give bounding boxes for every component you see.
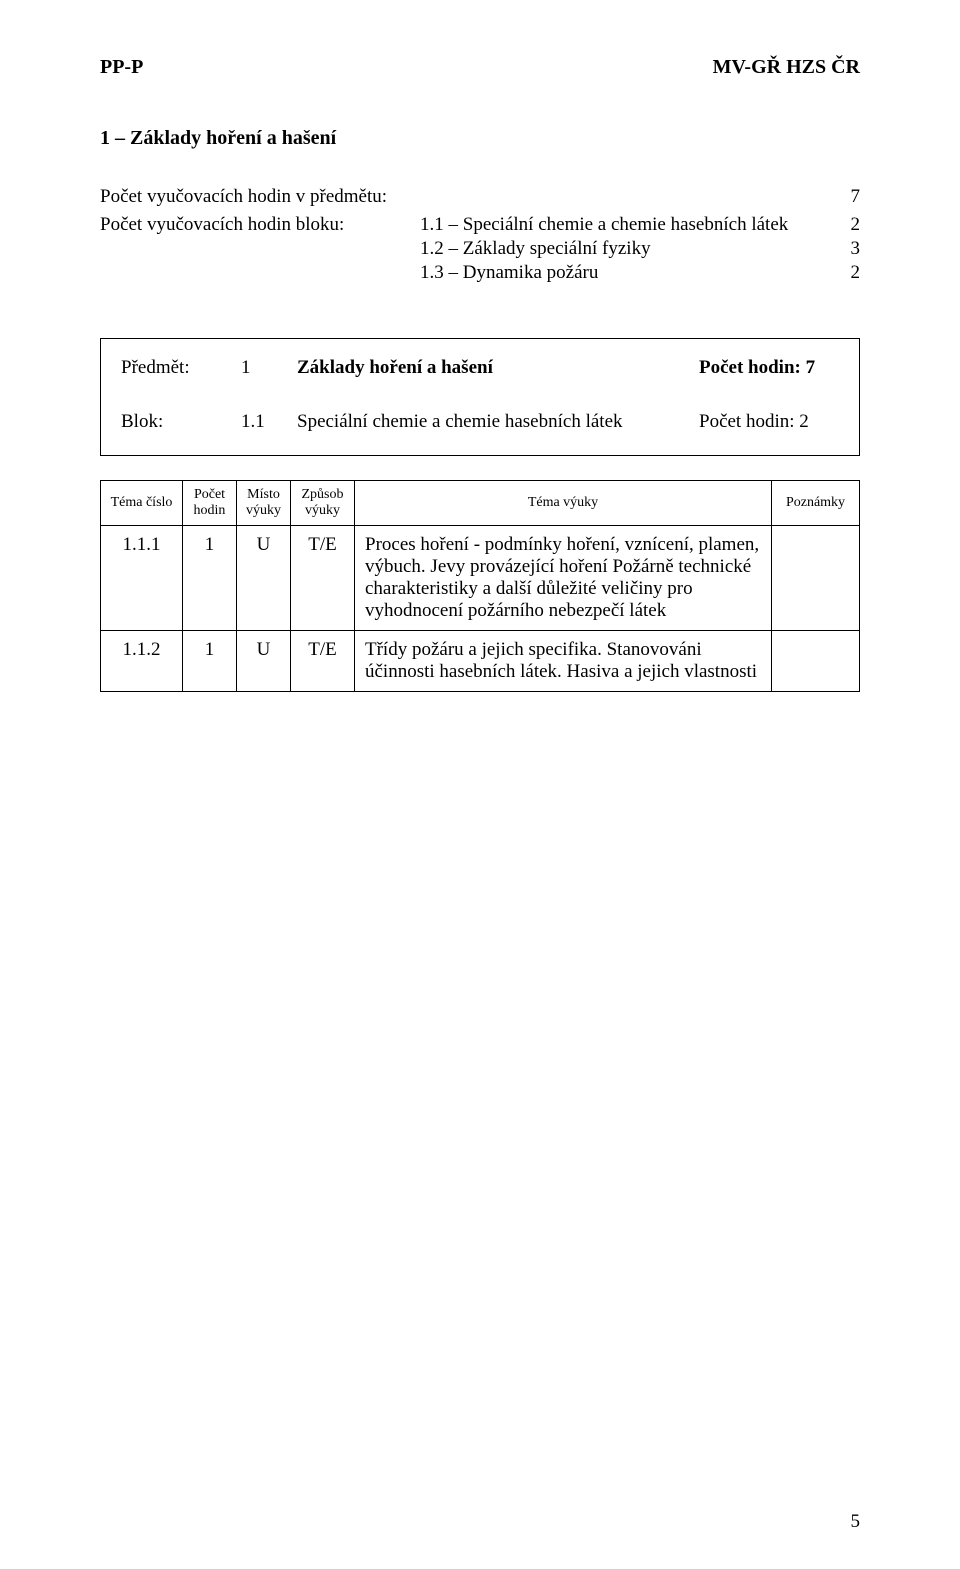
page-number: 5 [851,1511,861,1533]
hours-sub-value-1: 3 [810,238,860,260]
subject-hours: Počet hodin: 7 [699,357,815,378]
hours-total-row: Počet vyučovacích hodin v předmětu: 7 [100,186,860,208]
cell-place: U [237,631,291,692]
cell-notes [772,631,860,692]
cell-topic: Proces hoření - podmínky hoření, vznícen… [355,526,772,631]
block-name: Speciální chemie a chemie hasebních láte… [297,411,699,433]
hours-sub-text-0: 1.1 – Speciální chemie a chemie hasebníc… [420,214,810,236]
th-notes: Poznámky [772,481,860,526]
hours-sub-row-1: 1.2 – Základy speciální fyziky 3 [100,238,860,260]
subject-label: Předmět: [121,357,241,379]
th-topic: Téma výuky [355,481,772,526]
hours-total-label: Počet vyučovacích hodin v předmětu: [100,186,420,208]
table-row: 1.1.2 1 U T/E Třídy požáru a jejich spec… [101,631,860,692]
hours-total-middle [420,186,810,208]
cell-notes [772,526,860,631]
block-num: 1.1 [241,411,297,433]
th-method: Způsob výuky [291,481,355,526]
hours-total-value: 7 [810,186,860,208]
th-hours: Počet hodin [183,481,237,526]
cell-topic-number: 1.1.2 [101,631,183,692]
table-header-row: Téma číslo Počet hodin Místo výuky Způso… [101,481,860,526]
hours-sub-row-2: 1.3 – Dynamika požáru 2 [100,262,860,284]
cell-topic: Třídy požáru a jejich specifika. Stanovo… [355,631,772,692]
table-row: 1.1.1 1 U T/E Proces hoření - podmínky h… [101,526,860,631]
subject-name: Základy hoření a hašení [297,357,493,378]
cell-hours: 1 [183,631,237,692]
header-right: MV-GŘ HZS ČR [713,56,860,79]
cell-hours: 1 [183,526,237,631]
th-topic-number: Téma číslo [101,481,183,526]
page: PP-P MV-GŘ HZS ČR 1 – Základy hoření a h… [0,0,960,1569]
cell-topic-number: 1.1.1 [101,526,183,631]
curriculum-table: Téma číslo Počet hodin Místo výuky Způso… [100,480,860,692]
spacer [100,262,420,284]
subject-box: Předmět: 1 Základy hoření a hašení Počet… [100,338,860,456]
page-header: PP-P MV-GŘ HZS ČR [100,56,860,79]
block-hours: Počet hodin: 2 [699,411,839,433]
hours-sub-text-1: 1.2 – Základy speciální fyziky [420,238,810,260]
subject-num: 1 [241,357,297,379]
block-label: Blok: [121,411,241,433]
cell-place: U [237,526,291,631]
subject-row: Předmět: 1 Základy hoření a hašení Počet… [121,357,839,379]
block-row: Blok: 1.1 Speciální chemie a chemie hase… [121,411,839,433]
header-left: PP-P [100,56,143,79]
hours-sub-row-0: Počet vyučovacích hodin bloku: 1.1 – Spe… [100,214,860,236]
spacer [100,238,420,260]
hours-block-label: Počet vyučovacích hodin bloku: [100,214,420,236]
section-title: 1 – Základy hoření a hašení [100,127,860,150]
hours-sub-text-2: 1.3 – Dynamika požáru [420,262,810,284]
hours-sub-value-0: 2 [810,214,860,236]
hours-sub-value-2: 2 [810,262,860,284]
th-place: Místo výuky [237,481,291,526]
cell-method: T/E [291,526,355,631]
cell-method: T/E [291,631,355,692]
